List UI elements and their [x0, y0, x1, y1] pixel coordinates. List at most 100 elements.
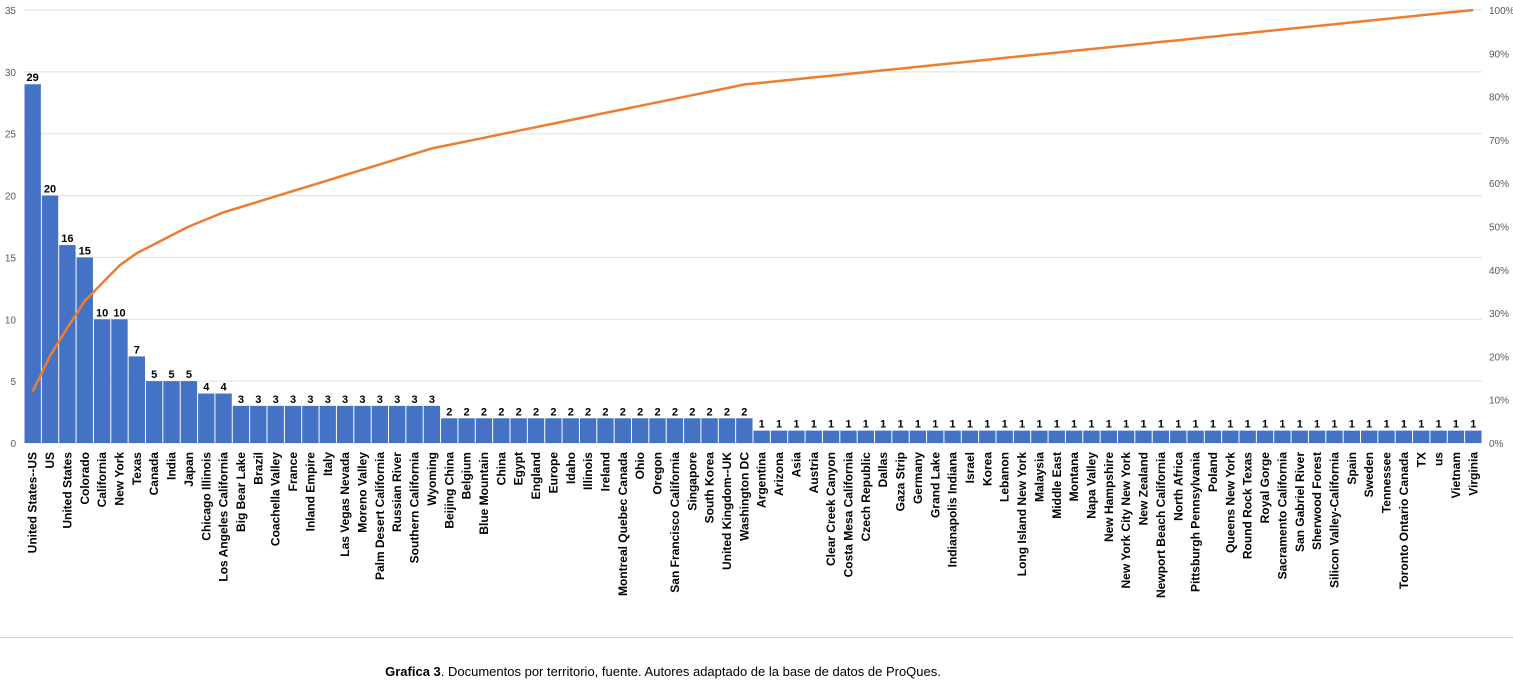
x-tick-label: Las Vegas Nevada [338, 452, 352, 557]
data-label: 15 [79, 245, 91, 257]
data-label: 1 [880, 419, 886, 431]
bar [423, 405, 441, 443]
y-tick-label: 30 [5, 68, 17, 79]
x-tick-label: Malaysia [1032, 452, 1046, 502]
data-label: 5 [168, 369, 174, 381]
x-tick-label: Oregon [651, 452, 665, 495]
bar [493, 418, 510, 443]
bar [1083, 430, 1100, 443]
bar [180, 381, 198, 443]
data-label: 20 [44, 184, 56, 196]
data-label: 4 [221, 382, 228, 394]
data-label: 2 [741, 406, 747, 418]
data-label: 2 [672, 406, 678, 418]
bar [1378, 430, 1395, 443]
bar [1013, 430, 1031, 443]
data-label: 1 [1314, 419, 1320, 431]
data-label: 1 [1019, 419, 1025, 431]
data-label: 2 [707, 406, 713, 418]
data-label: 1 [984, 419, 990, 431]
data-label: 5 [186, 369, 192, 381]
x-tick-label: us [1432, 452, 1446, 466]
x-tick-label: Belgium [460, 452, 474, 499]
x-tick-label: Clear Creek Canyon [824, 452, 838, 566]
x-tick-label: Ohio [633, 452, 647, 479]
x-tick-label: Napa Valley [1084, 452, 1098, 519]
y-tick-label: 25 [5, 130, 17, 141]
data-label: 2 [689, 406, 695, 418]
data-label: 1 [811, 419, 817, 431]
x-tick-label: Tennessee [1380, 452, 1394, 513]
data-label: 2 [481, 406, 487, 418]
x-tick-label: Los Angeles California [217, 452, 231, 582]
bar [753, 430, 770, 443]
x-tick-label: Round Rock Texas [1241, 452, 1255, 559]
y-tick-label: 5 [10, 377, 16, 388]
data-label: 3 [342, 394, 348, 406]
y2-tick-label: 60% [1489, 179, 1509, 190]
x-tick-label: Wyoming [425, 452, 439, 506]
x-tick-label: New York [112, 452, 126, 506]
x-tick-label: Newport Beach California [1154, 452, 1168, 598]
data-label: 1 [1002, 419, 1008, 431]
data-label: 3 [307, 394, 313, 406]
bar [1204, 430, 1222, 443]
data-label: 29 [27, 72, 39, 84]
x-tick-label: New York City New York [1119, 452, 1133, 589]
bar [684, 418, 701, 443]
x-tick-label: China [494, 452, 508, 486]
x-tick-label: Queens New York [1223, 452, 1237, 553]
data-label: 1 [1227, 419, 1233, 431]
bar [111, 319, 128, 443]
bar [371, 405, 388, 443]
caption-number: Grafica 3 [385, 664, 441, 679]
y2-tick-label: 50% [1489, 223, 1509, 234]
data-label: 1 [759, 419, 765, 431]
bar [163, 381, 180, 443]
data-label: 1 [1331, 419, 1337, 431]
data-label: 1 [1123, 419, 1129, 431]
x-tick-label: Costa Mesa California [841, 452, 855, 578]
y-tick-label: 15 [5, 253, 17, 264]
bar [1395, 430, 1413, 443]
x-tick-label: Sacramento California [1275, 452, 1289, 580]
data-label: 2 [602, 406, 608, 418]
data-label: 2 [637, 406, 643, 418]
data-label: 1 [932, 419, 938, 431]
y2-tick-label: 10% [1489, 396, 1509, 407]
bar [701, 418, 718, 443]
bar [1239, 430, 1256, 443]
data-label: 3 [359, 394, 365, 406]
bar [441, 418, 458, 443]
data-label: 1 [1436, 419, 1442, 431]
data-label: 1 [1279, 419, 1285, 431]
x-tick-label: San Francisco California [668, 452, 682, 593]
y-tick-label: 20 [5, 192, 17, 203]
bar [1170, 430, 1187, 443]
x-tick-label: North Africa [1171, 452, 1185, 521]
data-label: 2 [498, 406, 504, 418]
x-tick-label: Sweden [1362, 452, 1376, 497]
x-tick-label: Coachella Valley [269, 452, 283, 546]
x-tick-label: Italy [321, 452, 335, 476]
x-tick-label: San Gabriel River [1293, 452, 1307, 552]
bar [996, 430, 1013, 443]
y2-tick-label: 90% [1489, 49, 1509, 60]
x-tick-label: England [529, 452, 543, 499]
bar [198, 393, 215, 443]
bars [24, 84, 1482, 443]
bar [666, 418, 684, 443]
data-label: 3 [429, 394, 435, 406]
x-tick-label: Moreno Valley [355, 452, 369, 533]
data-label: 1 [1401, 419, 1407, 431]
bar [927, 430, 944, 443]
bar [736, 418, 753, 443]
x-tick-label: Germany [911, 452, 925, 504]
bar [146, 381, 163, 443]
data-label: 1 [776, 419, 782, 431]
x-tick-label: Middle East [1050, 452, 1064, 519]
bar [510, 418, 527, 443]
data-label: 2 [550, 406, 556, 418]
